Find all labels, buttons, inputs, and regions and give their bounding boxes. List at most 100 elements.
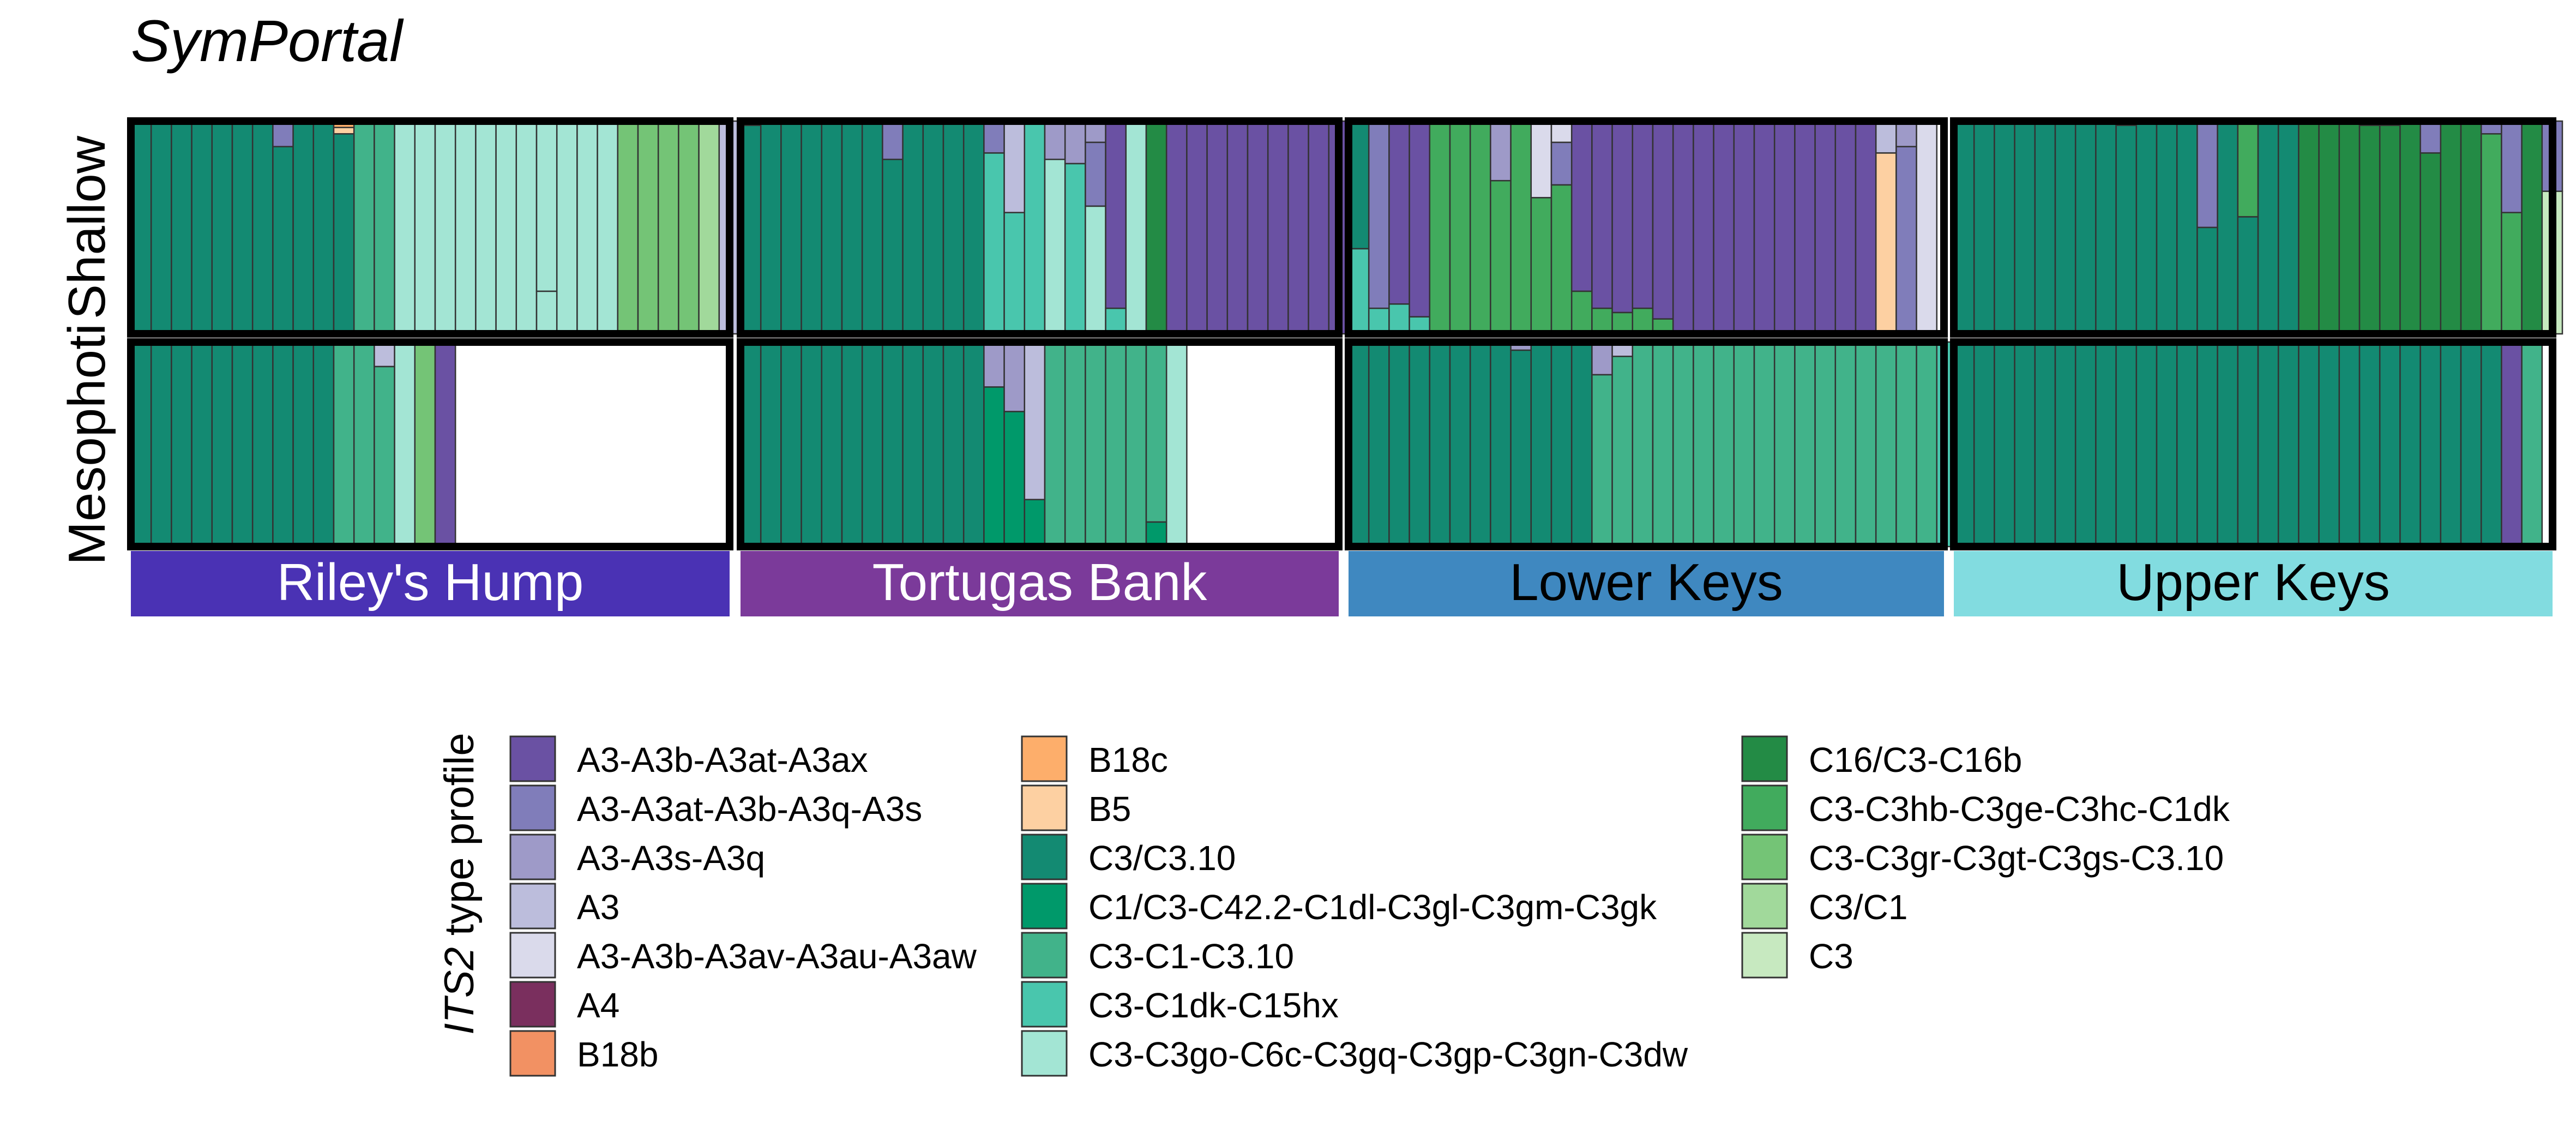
bar-segment: [861, 341, 883, 548]
panel-frame: [1345, 338, 1948, 550]
bar-segment: [2298, 341, 2320, 548]
panel-frame: [737, 117, 1343, 338]
legend-item: A3: [509, 883, 619, 930]
bar-segment: [1044, 341, 1066, 548]
bar-segment: [1753, 341, 1775, 548]
bar-segment: [1003, 120, 1026, 213]
bar-segment: [1490, 179, 1512, 335]
bar-segment: [2257, 341, 2279, 548]
bar-segment: [983, 341, 1005, 388]
legend-label: A3: [577, 888, 619, 927]
legend-swatch: [1021, 834, 1068, 880]
legend-item: C3: [1741, 932, 1853, 979]
strip-label: Upper Keys: [2116, 553, 2390, 612]
legend-item: C3/C1: [1741, 883, 1907, 930]
bar-segment: [2399, 341, 2421, 548]
bar-segment: [333, 341, 355, 548]
legend-label: C3-C1dk-C15hx: [1088, 986, 1339, 1025]
legend-label: B18b: [577, 1035, 658, 1074]
panel-frame: [1950, 117, 2556, 338]
legend-swatch: [1021, 735, 1068, 782]
bar-segment: [2074, 120, 2097, 335]
bar-segment: [2115, 124, 2138, 335]
bar-segment: [2237, 341, 2259, 548]
bar-segment: [2318, 341, 2340, 548]
bar-segment: [2217, 120, 2239, 335]
bar-segment: [2054, 341, 2077, 548]
bar-segment: [962, 341, 985, 548]
bar-segment: [1449, 341, 1471, 548]
panel-frame: [127, 117, 733, 338]
bar-segment: [1834, 120, 1857, 335]
bar-segment: [2277, 341, 2300, 548]
column-strips: Riley's Hump Tortugas Bank Lower Keys Upper…: [131, 551, 2553, 616]
bar-segment: [1388, 303, 1410, 335]
bar-segment: [1591, 120, 1613, 309]
bar-segment: [821, 341, 843, 548]
bar-segment: [1490, 120, 1512, 182]
bar-segment: [1206, 120, 1229, 335]
bar-segment: [1794, 120, 1816, 335]
bar-segment: [251, 341, 274, 548]
bar-segment: [2196, 226, 2218, 335]
bar-segment: [1024, 499, 1046, 548]
panel-shallow-upper-keys: [1953, 120, 2563, 335]
strip-label: Riley's Hump: [277, 553, 583, 612]
bar-segment: [760, 341, 782, 548]
bar-segment: [1429, 341, 1451, 548]
bar-segment: [2521, 120, 2543, 335]
bar-segment: [1570, 120, 1593, 292]
legend-swatch: [509, 784, 556, 831]
bar-segment: [292, 120, 315, 335]
bar-segment: [1550, 341, 1573, 548]
bar-segment: [1024, 341, 1046, 501]
bar-segment: [2156, 341, 2178, 548]
strip-label: Lower Keys: [1509, 553, 1783, 612]
bar-segment: [1834, 341, 1857, 548]
bar-segment: [1611, 120, 1634, 314]
bar-segment: [922, 341, 944, 548]
bar-segment: [2338, 120, 2361, 335]
bar-segment: [2277, 120, 2300, 335]
bar-segment: [821, 120, 843, 335]
legend-item: C3/C3.10: [1021, 834, 1236, 880]
bar-segment: [2521, 341, 2543, 548]
bar-segment: [841, 120, 863, 335]
bar-segment: [312, 120, 335, 335]
strip-background: [1349, 551, 1944, 616]
bar-segment: [1693, 341, 1714, 548]
bar-segment: [1064, 341, 1086, 548]
bar-segment: [2034, 120, 2056, 335]
bar-segment: [272, 146, 294, 335]
bar-segment: [1794, 341, 1816, 548]
bar-segment: [2419, 152, 2442, 335]
legend-label: C3/C3.10: [1088, 838, 1236, 878]
legend-swatch: [1741, 932, 1788, 979]
panel-mesophotic-lower-keys: [1347, 341, 1978, 548]
bar-segment: [942, 120, 965, 335]
bar-segment: [251, 120, 274, 335]
bar-segment: [1530, 341, 1552, 548]
bar-segment: [150, 341, 172, 548]
bar-segment: [2196, 341, 2218, 548]
bar-segment: [1105, 341, 1127, 548]
bar-segment: [2014, 341, 2036, 548]
bar-segment: [333, 127, 355, 135]
bar-segment: [231, 341, 254, 548]
bar-segment: [2501, 120, 2523, 213]
bar-segment: [597, 120, 619, 335]
legend-label: B5: [1088, 789, 1131, 829]
bar-segment: [2318, 120, 2340, 335]
bar-segment: [1064, 163, 1086, 335]
strip-tortugas-bank: Tortugas Bank: [741, 551, 1339, 616]
bar-segment: [2460, 120, 2482, 335]
legend-label: C3-C3gr-C3gt-C3gs-C3.10: [1809, 838, 2224, 878]
bar-segment: [535, 120, 558, 292]
bar-segment: [942, 341, 965, 548]
legend-title: ITS2 type profile: [436, 733, 483, 1034]
panel-frame: [737, 338, 1343, 550]
bar-segment: [1226, 120, 1249, 335]
bar-segment: [1855, 120, 1877, 335]
legend-label: C3-C3hb-C3ge-C3hc-C1dk: [1809, 789, 2230, 829]
